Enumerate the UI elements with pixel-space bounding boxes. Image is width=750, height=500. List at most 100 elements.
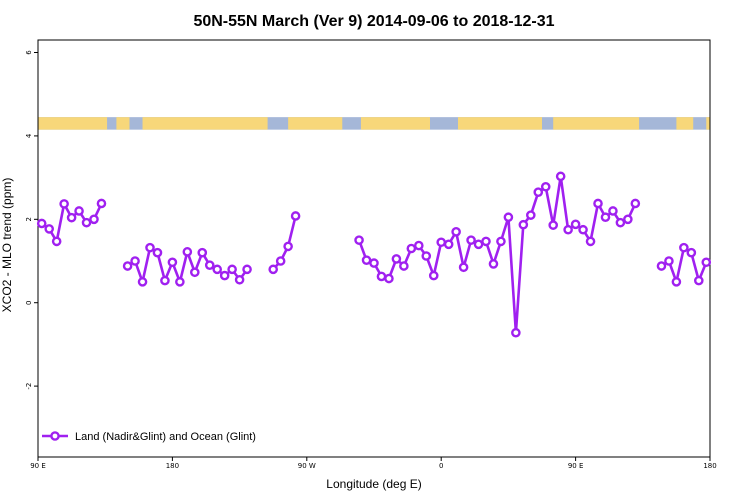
data-point <box>152 247 163 258</box>
data-point <box>204 260 215 270</box>
data-point <box>694 275 704 286</box>
data-point <box>496 236 506 247</box>
x-tick-label: 180 <box>166 462 179 470</box>
land-segment <box>676 117 694 130</box>
data-point <box>290 211 301 221</box>
data-point <box>130 256 140 266</box>
legend-label: Land (Nadir&Glint) and Ocean (Glint) <box>75 431 256 443</box>
data-point <box>481 236 491 247</box>
data-point <box>406 243 417 254</box>
land-segment <box>360 117 430 130</box>
data-point <box>369 258 379 268</box>
data-point <box>451 227 461 237</box>
data-point <box>421 251 432 261</box>
x-tick-label: 0 <box>439 462 443 470</box>
continent-strip <box>38 117 710 130</box>
data-point <box>436 237 447 248</box>
data-point <box>578 224 588 235</box>
data-point <box>122 261 133 271</box>
land-segment <box>116 117 130 130</box>
land-segment <box>706 117 710 130</box>
data-point <box>466 235 476 245</box>
data-point <box>242 264 252 275</box>
y-tick-label: 4 <box>25 133 33 138</box>
data-point <box>518 219 529 230</box>
data-point <box>391 254 402 264</box>
data-point <box>656 261 667 271</box>
data-point <box>66 212 77 223</box>
data-point <box>526 210 536 220</box>
data-point <box>413 240 424 251</box>
data-point <box>593 198 603 209</box>
data-point <box>354 235 364 245</box>
data-point <box>137 277 148 287</box>
data-point <box>44 224 55 234</box>
data-point <box>555 171 566 182</box>
data-point <box>175 277 185 287</box>
data-point <box>376 271 387 282</box>
data-point <box>89 214 99 225</box>
data-point <box>428 270 439 281</box>
data-point <box>160 275 170 286</box>
data-point <box>548 220 559 230</box>
data-point <box>511 327 521 338</box>
series-layer <box>36 171 712 338</box>
data-point <box>540 181 551 192</box>
data-point <box>458 262 469 273</box>
y-tick-label: 2 <box>25 217 33 221</box>
series-line <box>272 215 297 271</box>
data-point <box>283 241 293 252</box>
data-point <box>615 217 626 228</box>
data-point <box>96 198 107 209</box>
data-point <box>234 274 245 285</box>
data-point <box>585 236 596 247</box>
y-tick-label: -2 <box>25 383 33 390</box>
axes: 90 E 180 90 W 0 90 E 180 -2 0 2 4 6 <box>25 39 717 470</box>
x-axis-label: Longitude (deg E) <box>326 477 421 491</box>
plot-frame <box>37 39 711 458</box>
data-point <box>227 264 237 275</box>
data-point <box>384 273 394 284</box>
y-axis-label: XCO2 - MLO trend (ppm) <box>0 178 14 313</box>
data-point <box>145 242 155 253</box>
data-point <box>361 255 372 265</box>
data-point <box>36 218 47 229</box>
land-segment <box>553 117 640 130</box>
data-point <box>473 239 484 250</box>
x-tick-label: 180 <box>703 462 716 470</box>
data-point <box>623 214 633 225</box>
y-tick-label: 0 <box>25 300 33 304</box>
data-point <box>399 261 409 271</box>
data-point <box>182 247 193 257</box>
legend: Land (Nadir&Glint) and Ocean (Glint) <box>42 431 256 443</box>
data-point <box>503 212 514 223</box>
series-line <box>357 175 637 335</box>
data-point <box>212 264 222 275</box>
land-segment <box>142 117 268 130</box>
data-point <box>671 277 682 287</box>
x-tick-label: 90 E <box>30 462 46 470</box>
data-point <box>197 247 208 258</box>
y-tick-label: 6 <box>25 50 33 55</box>
data-point <box>167 257 178 268</box>
chart-title: 50N-55N March (Ver 9) 2014-09-06 to 2018… <box>193 13 554 30</box>
data-point <box>443 239 454 250</box>
x-tick-label: 90 W <box>298 462 316 470</box>
data-point <box>219 270 230 281</box>
data-point <box>563 224 573 235</box>
data-point <box>701 257 712 268</box>
data-point <box>74 206 84 216</box>
data-point <box>81 217 92 228</box>
data-point <box>51 236 62 247</box>
legend-marker-swatch <box>50 431 60 441</box>
data-point <box>608 206 618 216</box>
data-point <box>679 242 689 253</box>
land-segment <box>38 117 108 130</box>
data-point <box>533 187 544 198</box>
data-point <box>630 198 641 209</box>
x-tick-label: 90 E <box>568 462 584 470</box>
data-point <box>570 219 581 230</box>
data-point <box>488 259 499 269</box>
land-segment <box>288 117 343 130</box>
